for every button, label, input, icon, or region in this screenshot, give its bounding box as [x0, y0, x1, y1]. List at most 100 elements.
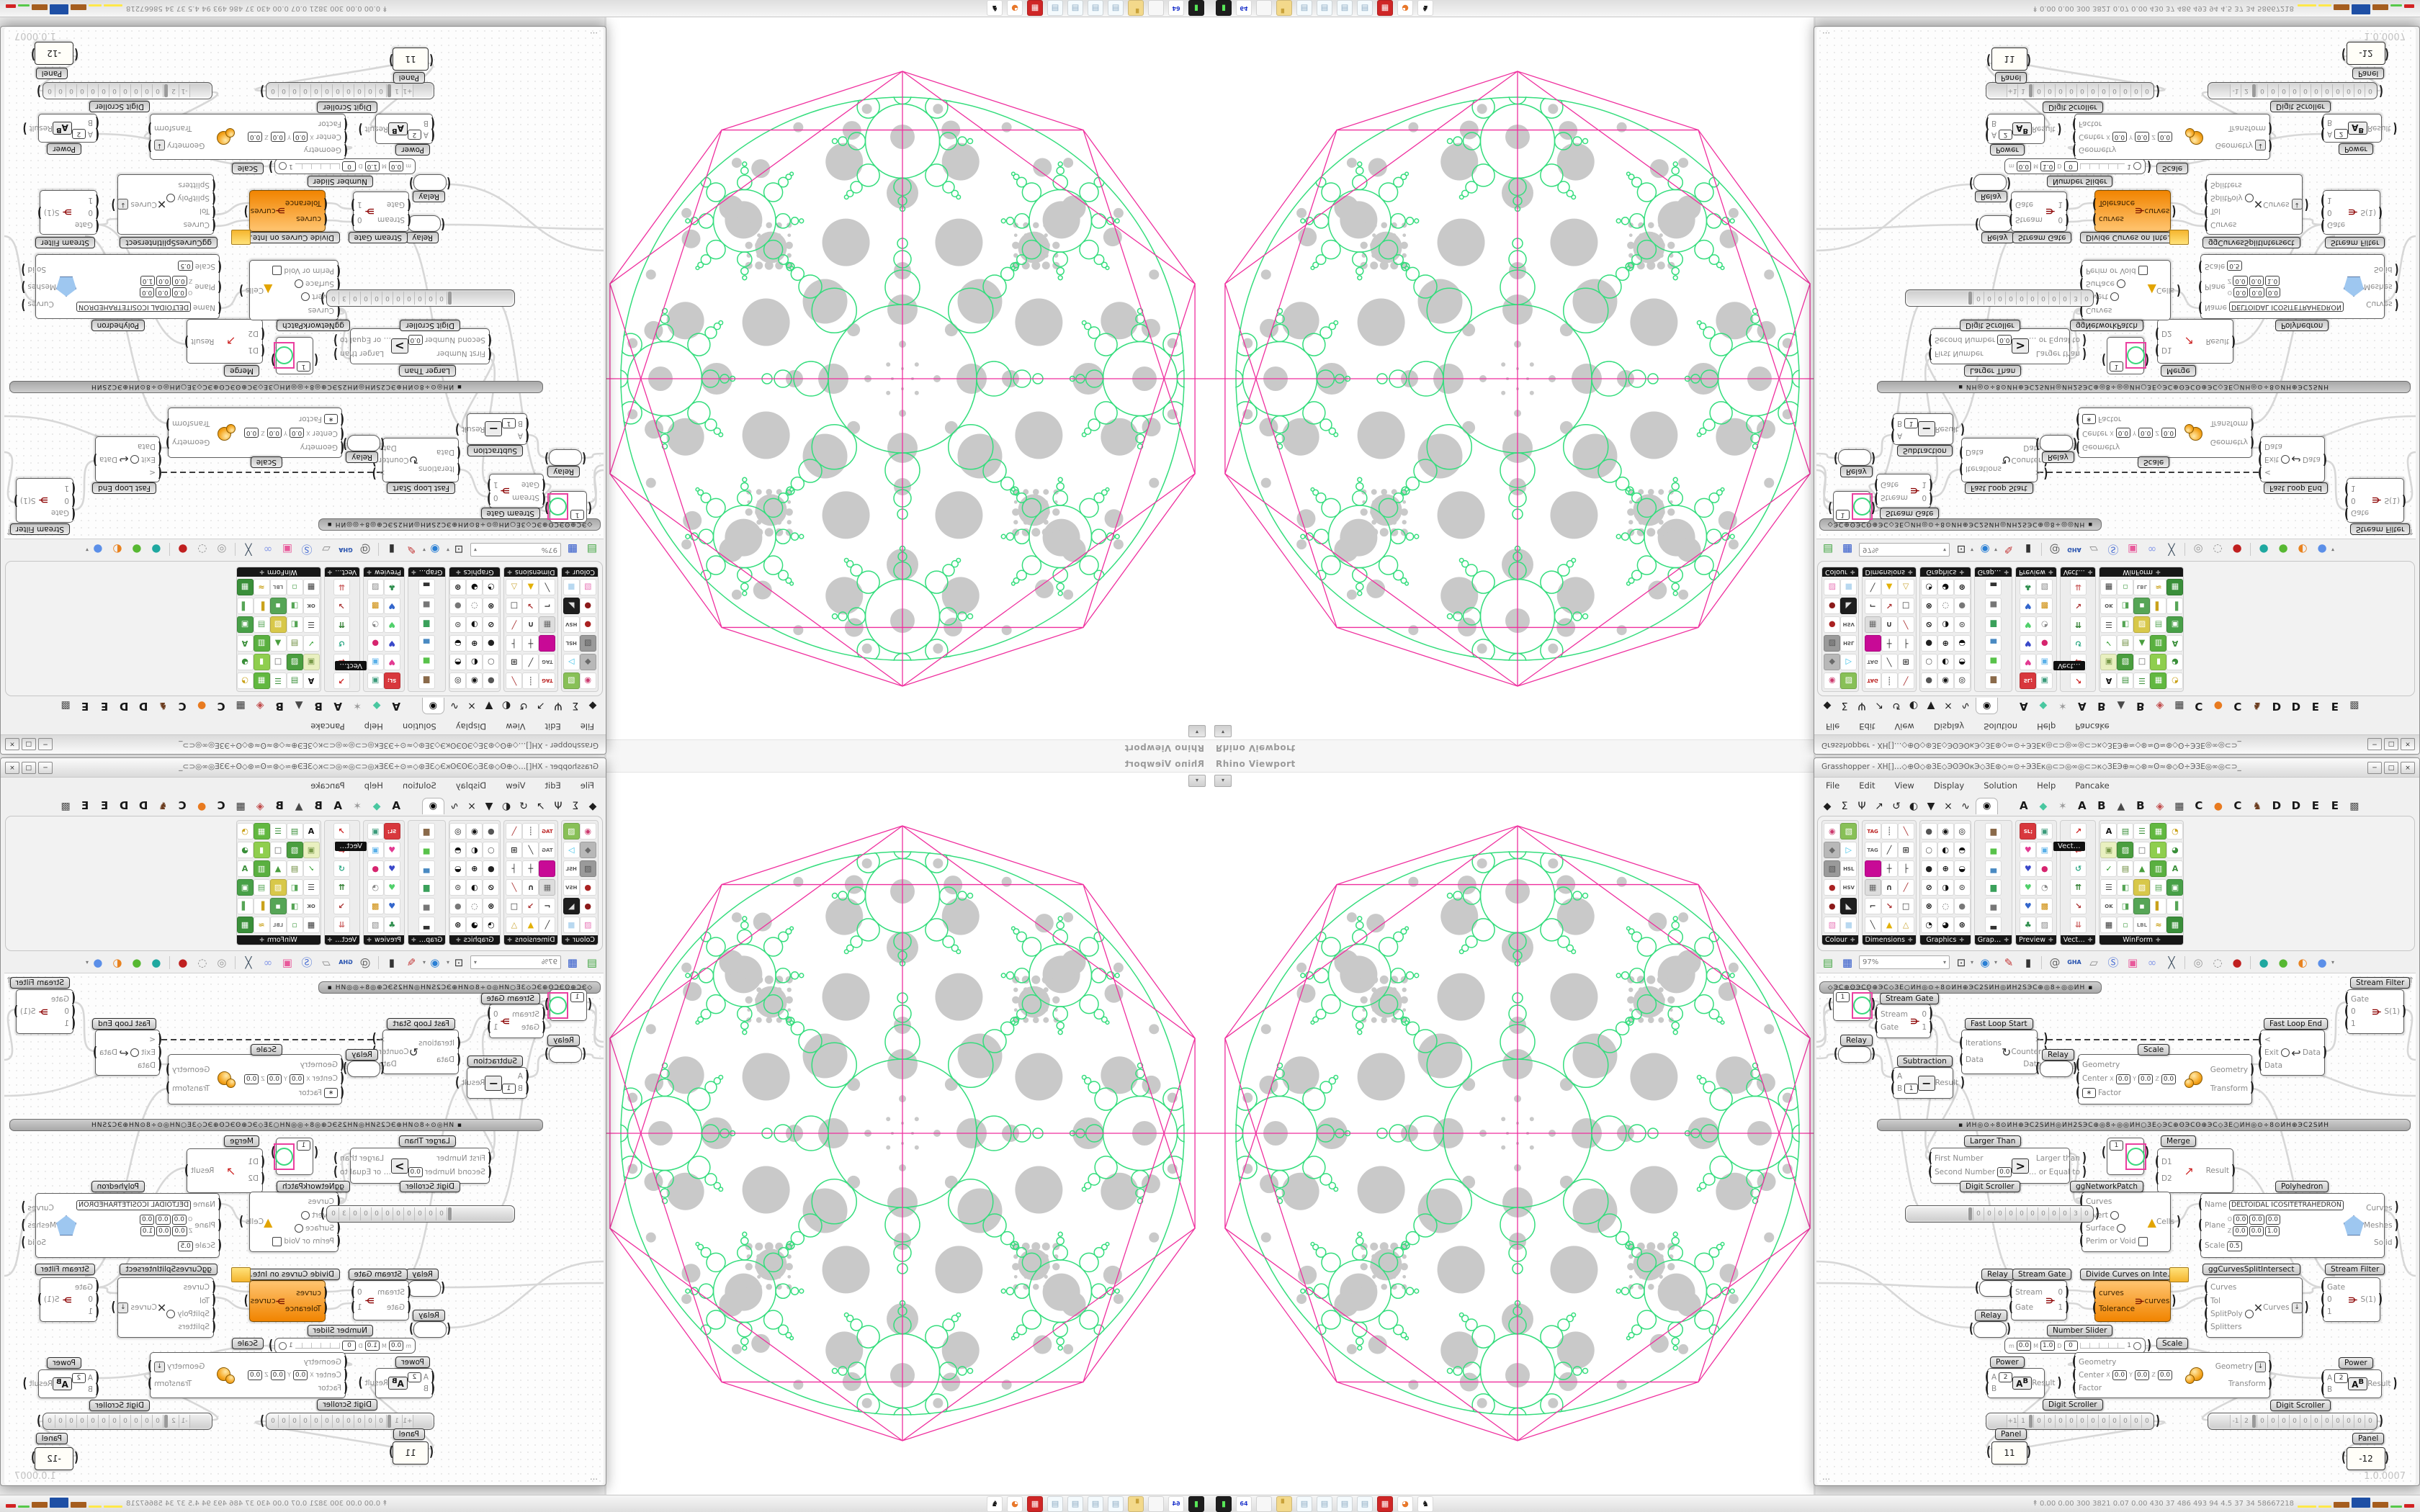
value-box[interactable]: 0.0: [172, 276, 187, 286]
value-box[interactable]: 1: [297, 1140, 310, 1151]
palette-footer[interactable]: Dimensions ✚: [504, 935, 558, 945]
output-pin[interactable]: Result): [2032, 121, 2061, 137]
palette-icon[interactable]: ▅: [1985, 842, 2002, 858]
value-box[interactable]: 0.0: [1997, 334, 2012, 345]
output-pin[interactable]: Curves ↓): [2263, 197, 2308, 212]
scroller-digit[interactable]: 0: [131, 1415, 142, 1428]
palette-icon[interactable]: ◕: [236, 842, 254, 858]
palette-expand-icon[interactable]: ✚: [411, 937, 416, 943]
value-box[interactable]: 2: [407, 130, 421, 140]
gh-titlebar[interactable]: Grasshopper - XH[]…◇⊕ʘ◇⊛ЗЕ◇ЭʘЭʘкЭ◇ЗЕ⊛◇≈⊙…: [1814, 734, 2419, 754]
palette-icon[interactable]: ◉: [1937, 672, 1954, 689]
palette-icon[interactable]: □: [269, 654, 287, 670]
palette-icon[interactable]: ▃: [1985, 917, 2002, 933]
input-pin[interactable]: (Data: [1959, 1053, 2002, 1067]
node-circle-preview[interactable]: 1: [2107, 1138, 2146, 1175]
value-box[interactable]: 0.0: [2233, 1226, 2248, 1236]
palette-icon[interactable]: ╱: [1881, 842, 1898, 858]
input-pin[interactable]: (Curves: [2079, 1195, 2148, 1209]
palette-icon[interactable]: ▣: [367, 672, 384, 689]
scroller-digit[interactable]: 1: [392, 84, 403, 97]
input-pin[interactable]: (0: [2344, 492, 2369, 508]
value-box[interactable]: 2: [71, 1373, 86, 1384]
scroller-thumb[interactable]: [1968, 292, 1972, 305]
plugin-tab-2[interactable]: ✶: [353, 700, 362, 711]
input-pin[interactable]: (Exit: [130, 451, 162, 467]
output-pin[interactable]: Transform): [166, 1081, 210, 1097]
value-box[interactable]: 0.0: [2265, 1215, 2281, 1225]
slider-handle[interactable]: [2133, 162, 2141, 171]
input-pin[interactable]: (B: [1985, 1382, 2012, 1396]
slider-track[interactable]: [2079, 163, 2125, 169]
input-pin[interactable]: (Geometry: [244, 1057, 344, 1073]
scroller-digit[interactable]: 0: [2109, 1415, 2120, 1428]
palette-icon[interactable]: ⊘: [1920, 879, 1937, 896]
menu-item-edit[interactable]: Edit: [1859, 721, 1876, 732]
palette-icon[interactable]: ▲: [2133, 635, 2151, 652]
value-box[interactable]: 0.0: [2157, 132, 2173, 142]
menu-item-solution[interactable]: Solution: [1984, 721, 2018, 732]
output-pin[interactable]: 1): [2058, 1301, 2069, 1315]
output-pin[interactable]: Result): [2367, 120, 2397, 136]
palette-icon[interactable]: ◆: [1824, 842, 1841, 858]
value-box[interactable]: 0.0: [2112, 132, 2128, 142]
palette-icon[interactable]: ▃: [418, 579, 435, 595]
palette-icon[interactable]: ▩: [367, 598, 384, 614]
value-box[interactable]: ∗: [324, 413, 339, 424]
scroller-digit[interactable]: 0: [426, 1207, 436, 1220]
input-pin[interactable]: (Splitters: [166, 177, 216, 193]
palette-icon[interactable]: ╱: [506, 616, 523, 633]
toggle-circle[interactable]: [130, 1048, 140, 1057]
value-box[interactable]: 2: [71, 128, 86, 139]
plugin-tab-12[interactable]: ♞: [158, 801, 168, 812]
ball-teal-icon[interactable]: ●: [2259, 955, 2269, 969]
scroller-digit[interactable]: 0: [1973, 292, 1984, 305]
node-label[interactable]: Relay: [2042, 451, 2074, 463]
output-pin[interactable]: 0): [1922, 490, 1933, 505]
input-pin[interactable]: (Gate: [51, 991, 76, 1007]
ball-teal-icon[interactable]: ●: [151, 543, 161, 557]
ball-orange-icon[interactable]: ◐: [2298, 955, 2308, 969]
node-scale[interactable]: (Geometry(Center X 0.0 Y 0.0 Z 0.0(∗ Factor Geom…: [166, 408, 344, 458]
output-pin[interactable]: Result): [359, 1375, 388, 1391]
node-label[interactable]: Digit Scroller: [317, 102, 377, 113]
palette-icon[interactable]: ▲: [522, 917, 539, 933]
scroller-digit[interactable]: 0: [2311, 1415, 2321, 1428]
palette-icon[interactable]: ↘: [522, 598, 539, 614]
input-pin[interactable]: (B: [2321, 1383, 2348, 1397]
palette-icon[interactable]: A: [236, 635, 254, 652]
scroller-digit[interactable]: 0: [2087, 84, 2098, 97]
plugin-tab-17[interactable]: ▩: [60, 801, 71, 812]
palette-icon[interactable]: ▤: [2117, 860, 2134, 877]
input-pin[interactable]: (Second Number 0.0: [408, 332, 492, 348]
tab-maths[interactable]: Σ: [1841, 801, 1848, 812]
palette-icon[interactable]: ⊛: [449, 917, 467, 933]
close-button[interactable]: ×: [2401, 762, 2415, 774]
scroller-digit[interactable]: 0: [2016, 1207, 2027, 1220]
value-box[interactable]: 0.0: [2249, 276, 2264, 286]
palette-icon[interactable]: ⊞: [1897, 842, 1914, 858]
scroller-digit[interactable]: 0: [2005, 292, 2016, 305]
palette-icon[interactable]: ▌: [253, 898, 270, 914]
node-scale[interactable]: (Geometry(Center X 0.0 Y 0.0 Z 0.0(∗ Factor Geom…: [2076, 408, 2254, 458]
palette-footer[interactable]: Colour ✚: [562, 935, 598, 945]
grid-red-icon[interactable]: ▦: [1377, 0, 1393, 17]
scroller-digit[interactable]: 0: [153, 84, 163, 97]
input-pin[interactable]: (D1: [2155, 1156, 2172, 1169]
node-label[interactable]: Panel: [393, 72, 425, 84]
remote-icon[interactable]: @: [359, 955, 371, 969]
palette-icon[interactable]: ♥: [2020, 598, 2037, 614]
node-label[interactable]: Power: [47, 143, 81, 155]
scroller-digit[interactable]: 0: [2038, 292, 2048, 305]
input-pin[interactable]: (First Number: [408, 346, 492, 361]
input-pin[interactable]: (Stream: [512, 1007, 546, 1022]
palette-icon[interactable]: ▧: [269, 616, 287, 633]
output-pin[interactable]: curves): [244, 203, 276, 219]
node-relay[interactable]: [408, 1280, 441, 1297]
palette-icon[interactable]: HSV: [563, 879, 580, 896]
scroller-thumb[interactable]: [164, 84, 168, 97]
value-box[interactable]: 1.0: [2040, 1341, 2056, 1351]
input-pin[interactable]: (Curves: [2079, 302, 2148, 318]
palette-expand-icon[interactable]: ✚: [565, 937, 570, 943]
output-pin[interactable]: Result): [359, 121, 388, 137]
